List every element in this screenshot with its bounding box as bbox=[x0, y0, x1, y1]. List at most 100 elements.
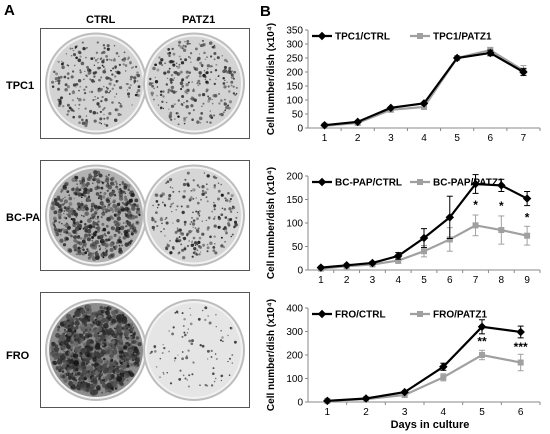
colony bbox=[133, 229, 138, 234]
colony bbox=[116, 220, 118, 223]
y-tick-label: 150 bbox=[286, 195, 303, 206]
row-label-bc-pap: BC-PAP bbox=[6, 212, 48, 224]
colony bbox=[174, 357, 177, 360]
colony bbox=[65, 237, 69, 241]
colony bbox=[210, 349, 213, 353]
colony bbox=[183, 333, 187, 337]
colony bbox=[93, 173, 98, 178]
colony bbox=[93, 329, 97, 334]
colony bbox=[109, 202, 112, 205]
colony bbox=[87, 197, 92, 203]
colony bbox=[169, 240, 171, 242]
colony bbox=[129, 228, 132, 230]
colony bbox=[78, 121, 81, 125]
colony bbox=[178, 63, 181, 66]
colony bbox=[106, 314, 112, 320]
colony bbox=[178, 55, 181, 58]
colony bbox=[76, 183, 78, 185]
data-point-patz1 bbox=[395, 257, 402, 264]
colony bbox=[191, 118, 194, 121]
colony bbox=[170, 81, 173, 84]
colony bbox=[153, 87, 155, 90]
colony bbox=[213, 82, 217, 86]
colony bbox=[181, 104, 184, 106]
data-point-ctrl bbox=[419, 99, 429, 108]
colony bbox=[85, 246, 87, 248]
colony bbox=[217, 197, 220, 201]
colony bbox=[80, 248, 82, 250]
legend-marker bbox=[317, 177, 327, 187]
data-point-ctrl bbox=[471, 179, 480, 189]
colony bbox=[209, 55, 213, 58]
colony bbox=[183, 117, 187, 120]
colony bbox=[199, 384, 201, 387]
colony bbox=[101, 367, 105, 371]
colony bbox=[96, 174, 99, 177]
colony bbox=[93, 80, 96, 83]
dish-plate bbox=[49, 36, 143, 131]
colony bbox=[103, 326, 107, 329]
colony bbox=[161, 100, 164, 103]
colony bbox=[81, 178, 86, 183]
colony bbox=[111, 318, 117, 324]
colony bbox=[116, 317, 123, 323]
dish-image-bc-pap bbox=[45, 164, 245, 267]
colony bbox=[78, 115, 82, 119]
colony bbox=[114, 180, 118, 184]
colony bbox=[190, 52, 193, 55]
colony bbox=[189, 322, 193, 326]
colony bbox=[114, 327, 116, 330]
colony bbox=[151, 216, 154, 219]
colony bbox=[198, 71, 202, 75]
colony bbox=[196, 249, 199, 252]
colony bbox=[213, 114, 216, 117]
colony bbox=[189, 199, 191, 202]
colony bbox=[105, 234, 107, 237]
colony bbox=[175, 90, 178, 93]
colony bbox=[136, 211, 139, 214]
colony bbox=[77, 372, 81, 376]
colony bbox=[105, 350, 110, 354]
colony bbox=[189, 223, 192, 225]
colony bbox=[206, 246, 210, 250]
colony bbox=[66, 85, 70, 89]
colony bbox=[192, 179, 195, 182]
colony bbox=[78, 188, 82, 192]
colony bbox=[134, 215, 138, 219]
y-tick-label: 100 bbox=[286, 219, 303, 230]
colony bbox=[65, 222, 68, 225]
colony bbox=[118, 249, 123, 254]
colony bbox=[168, 194, 172, 198]
colony bbox=[68, 350, 74, 356]
data-point-ctrl bbox=[519, 67, 528, 77]
colony bbox=[181, 232, 184, 235]
colony bbox=[87, 256, 91, 260]
colony bbox=[192, 236, 196, 240]
colony bbox=[74, 335, 76, 337]
colony bbox=[113, 84, 116, 87]
colony bbox=[88, 380, 91, 383]
colony bbox=[208, 321, 212, 325]
colony bbox=[189, 42, 191, 45]
colony bbox=[177, 44, 181, 47]
colony bbox=[177, 123, 180, 126]
colony bbox=[213, 380, 216, 383]
colony bbox=[75, 187, 80, 192]
colony bbox=[105, 249, 108, 252]
colony bbox=[80, 347, 86, 354]
colony bbox=[184, 90, 188, 94]
colony bbox=[63, 212, 65, 215]
colony bbox=[112, 67, 115, 70]
y-tick-label: 200 bbox=[286, 68, 303, 79]
colony bbox=[92, 378, 98, 384]
colony bbox=[186, 39, 190, 43]
colony bbox=[236, 211, 239, 214]
colony bbox=[67, 247, 72, 253]
colony bbox=[127, 56, 131, 59]
colony bbox=[72, 229, 77, 234]
colony bbox=[73, 341, 79, 346]
colony bbox=[89, 316, 94, 321]
colony bbox=[221, 336, 224, 339]
colony bbox=[81, 370, 88, 376]
